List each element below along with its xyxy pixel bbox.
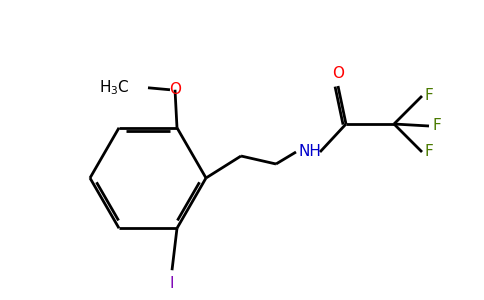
Text: O: O	[332, 66, 344, 81]
Text: F: F	[432, 118, 441, 134]
Text: I: I	[170, 276, 174, 291]
Text: O: O	[169, 82, 181, 97]
Text: H$_3$C: H$_3$C	[99, 78, 130, 97]
Text: NH: NH	[298, 145, 321, 160]
Text: F: F	[425, 88, 434, 104]
Text: F: F	[425, 145, 434, 160]
